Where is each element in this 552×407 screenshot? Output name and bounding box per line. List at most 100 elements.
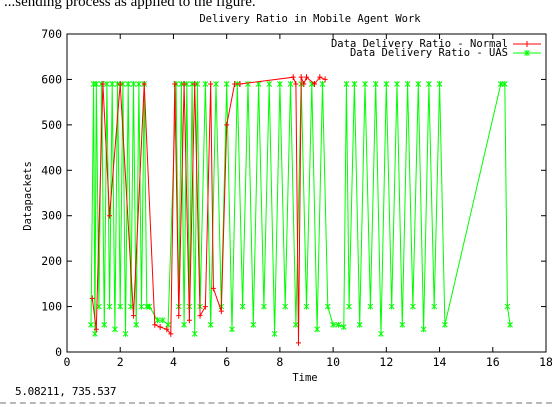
x-tick-label: 2 xyxy=(117,355,124,369)
data-point-normal xyxy=(176,313,181,319)
chart-series xyxy=(88,74,512,346)
data-point-uas xyxy=(293,322,298,328)
data-point-uas xyxy=(426,81,431,87)
data-point-normal xyxy=(107,213,112,219)
data-point-uas xyxy=(102,322,107,328)
data-point-uas xyxy=(208,322,213,328)
data-point-uas xyxy=(283,304,288,310)
data-point-uas xyxy=(240,304,245,310)
data-point-uas xyxy=(267,81,272,87)
data-point-normal xyxy=(131,313,136,319)
x-tick-label: 8 xyxy=(276,355,283,369)
x-tick-label: 14 xyxy=(433,355,447,369)
data-point-uas xyxy=(357,322,362,328)
data-point-uas xyxy=(432,304,437,310)
y-tick-label: 600 xyxy=(41,72,62,86)
data-point-normal xyxy=(296,340,301,346)
data-point-uas xyxy=(389,304,394,310)
data-point-uas xyxy=(192,331,197,337)
data-point-uas xyxy=(442,322,447,328)
data-point-normal xyxy=(224,122,229,128)
data-point-uas xyxy=(251,322,256,328)
y-tick-label: 700 xyxy=(41,27,62,41)
chart-title: Delivery Ratio in Mobile Agent Work xyxy=(199,13,421,25)
data-point-normal xyxy=(192,81,197,87)
data-point-uas xyxy=(272,331,277,337)
data-point-uas xyxy=(416,81,421,87)
data-point-normal xyxy=(182,81,187,87)
data-point-uas xyxy=(277,81,282,87)
data-point-uas xyxy=(384,81,389,87)
data-point-uas xyxy=(131,81,136,87)
data-point-uas xyxy=(118,304,123,310)
y-tick-label: 500 xyxy=(41,118,62,132)
data-point-uas xyxy=(134,322,139,328)
data-point-normal xyxy=(291,74,296,80)
data-point-normal xyxy=(299,74,304,80)
data-point-normal xyxy=(187,317,192,323)
y-tick-label: 100 xyxy=(41,300,62,314)
x-tick-label: 6 xyxy=(223,355,230,369)
x-tick-label: 16 xyxy=(486,355,500,369)
data-point-uas xyxy=(368,304,373,310)
data-point-normal xyxy=(237,81,242,87)
data-point-uas xyxy=(139,304,144,310)
data-point-uas xyxy=(88,322,93,328)
data-point-normal xyxy=(208,81,213,87)
data-point-uas xyxy=(94,81,99,87)
data-point-uas xyxy=(224,81,229,87)
data-point-uas xyxy=(400,322,405,328)
data-point-uas xyxy=(325,304,330,310)
data-point-uas xyxy=(203,81,208,87)
data-point-uas xyxy=(123,331,128,337)
data-point-normal xyxy=(90,295,95,301)
data-point-normal xyxy=(158,324,163,330)
status-divider xyxy=(0,402,552,404)
y-tick-label: 300 xyxy=(41,209,62,223)
data-point-uas xyxy=(394,81,399,87)
data-point-uas xyxy=(437,81,442,87)
data-point-uas xyxy=(405,81,410,87)
chart-labels: Delivery Ratio in Mobile Agent Work Time… xyxy=(22,13,421,384)
data-point-uas xyxy=(245,81,250,87)
data-point-uas xyxy=(379,331,384,337)
data-point-uas xyxy=(410,304,415,310)
y-tick-label: 400 xyxy=(41,163,62,177)
legend-label: Data Delivery Ratio - UAS xyxy=(350,47,508,59)
data-point-normal xyxy=(118,81,123,87)
data-point-uas xyxy=(107,304,112,310)
y-tick-label: 0 xyxy=(55,345,62,359)
x-tick-label: 18 xyxy=(539,355,552,369)
x-tick-label: 0 xyxy=(64,355,71,369)
data-point-uas xyxy=(229,326,234,332)
data-point-normal xyxy=(293,81,298,87)
data-point-uas xyxy=(214,81,219,87)
coordinate-readout: 5.08211, 735.537 xyxy=(15,385,116,398)
data-point-uas xyxy=(126,81,131,87)
data-point-uas xyxy=(112,326,117,332)
data-point-uas xyxy=(182,322,187,328)
data-point-uas xyxy=(304,304,309,310)
data-point-uas xyxy=(347,304,352,310)
data-point-uas xyxy=(261,304,266,310)
data-point-uas xyxy=(352,81,357,87)
data-point-normal xyxy=(232,81,237,87)
x-tick-label: 4 xyxy=(170,355,177,369)
series-group xyxy=(88,74,512,346)
data-point-uas xyxy=(373,81,378,87)
data-point-uas xyxy=(110,81,115,87)
data-point-normal xyxy=(323,76,328,82)
x-tick-label: 12 xyxy=(379,355,393,369)
data-point-uas xyxy=(344,81,349,87)
data-point-normal xyxy=(152,322,157,328)
data-point-uas xyxy=(288,81,293,87)
data-point-uas xyxy=(421,326,426,332)
data-point-uas xyxy=(315,326,320,332)
data-point-uas xyxy=(320,81,325,87)
data-point-normal xyxy=(301,81,306,87)
x-tick-label: 10 xyxy=(326,355,340,369)
data-point-uas xyxy=(363,81,368,87)
data-point-uas xyxy=(136,81,141,87)
